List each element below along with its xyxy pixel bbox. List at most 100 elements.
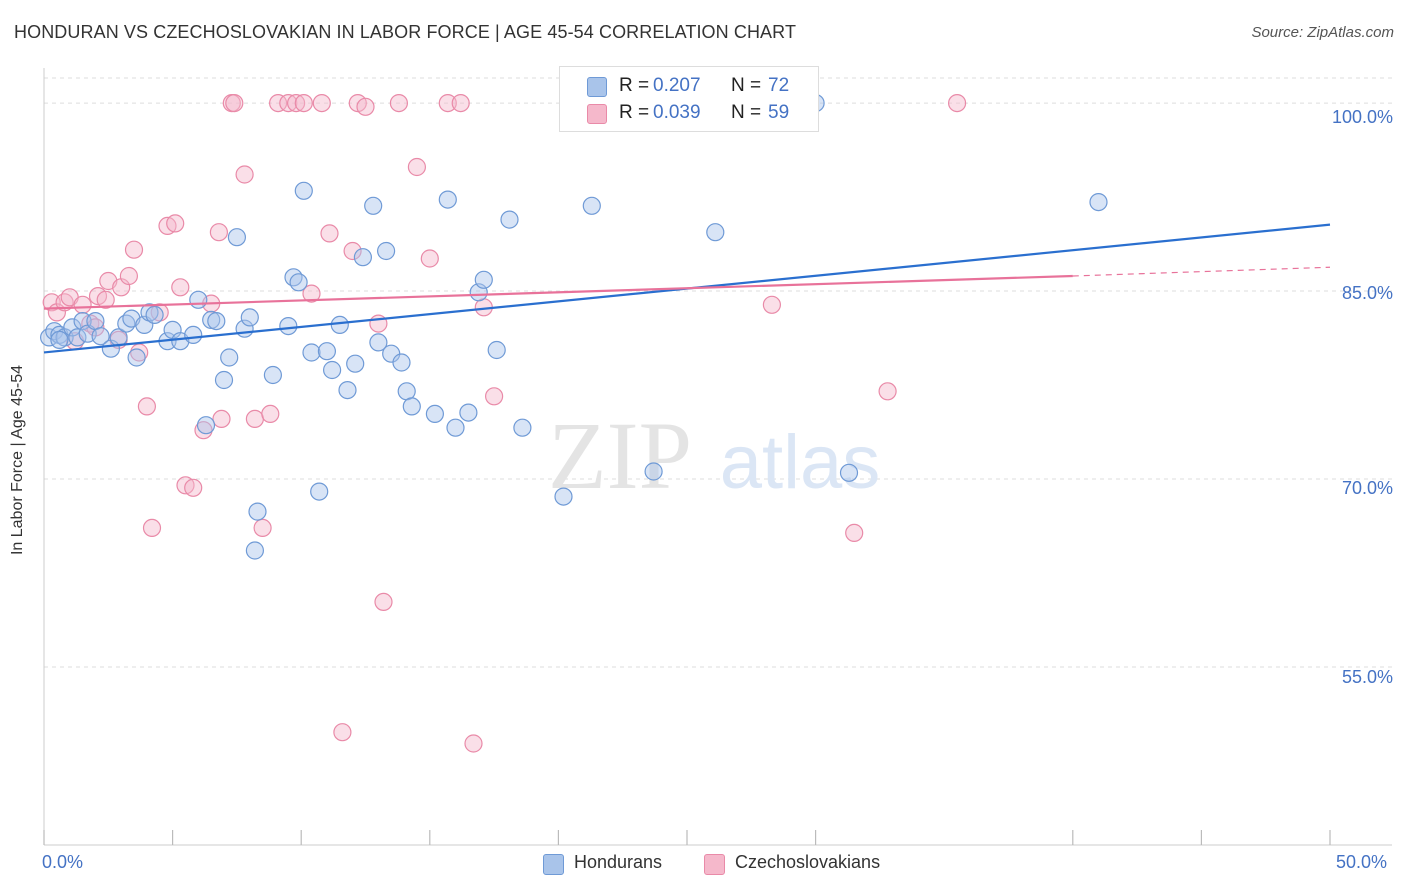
honduran-point: [117, 314, 136, 333]
honduran-point: [317, 342, 336, 361]
czechoslovakian-point: [194, 421, 213, 440]
legend-r-label: R =: [619, 75, 650, 96]
czechoslovakian-point: [253, 518, 272, 538]
axes: [43, 68, 1392, 846]
czechoslovakian-point: [878, 382, 897, 401]
honduran-point: [196, 416, 216, 435]
honduran-point: [369, 333, 388, 352]
hondurans-points: [39, 93, 1108, 560]
y-tick-labels: 100.0% 85.0% 70.0% 55.0%: [1332, 107, 1393, 687]
honduran-point: [446, 418, 465, 437]
bottom-legend-swatch-blue: [543, 854, 564, 875]
honduran-point: [397, 382, 416, 401]
czechoslovakian-point: [389, 93, 408, 113]
czechoslovakian-point: [73, 295, 92, 314]
legend-n-value: 59: [768, 102, 790, 123]
honduran-point: [644, 462, 663, 481]
y-tick-label: 100.0%: [1332, 107, 1393, 127]
honduran-point: [330, 315, 349, 334]
watermark-zip: ZIP: [548, 402, 692, 509]
trend-lines: [43, 223, 1331, 354]
czechoslovakian-point: [302, 284, 321, 303]
honduran-point: [353, 248, 372, 267]
czechoslovakian-point: [287, 93, 306, 113]
honduran-point: [377, 241, 396, 261]
honduran-point: [214, 370, 234, 390]
czechoslovakian-point: [124, 240, 144, 259]
czechoslovakian-point: [212, 409, 231, 428]
honduran-point: [310, 482, 329, 501]
legend-r-value: 0.207: [653, 75, 701, 96]
czechoslovakian-point: [137, 397, 156, 416]
czechoslovakian-point: [312, 93, 331, 113]
czechoslovakian-point: [55, 293, 74, 312]
czechoslovakian-point: [269, 93, 288, 113]
honduran-point: [302, 343, 321, 362]
honduran-point: [500, 210, 519, 229]
y-axis-label-text: In Labor Force | Age 45-54: [9, 364, 26, 556]
czechoslovakian-point: [245, 409, 264, 428]
honduran-point: [86, 312, 105, 331]
honduran-point: [240, 308, 259, 327]
honduran-point: [706, 223, 725, 242]
bottom-legend-label: Czechoslovakians: [735, 852, 881, 872]
czechoslovakian-point: [235, 165, 254, 184]
czechoslovakian-point: [42, 293, 61, 312]
czechoslovakian-point: [184, 478, 203, 497]
source-label: Source: ZipAtlas.com: [1251, 24, 1394, 41]
correlation-legend: R = 0.207 N = 72 R = 0.039 N = 59: [559, 66, 819, 132]
legend-n-value: 72: [768, 75, 790, 96]
czechoslovakian-point: [407, 157, 426, 177]
czechoslovakian-point: [845, 523, 864, 543]
czechoslovakian-point: [451, 93, 470, 113]
honduran-point: [63, 318, 82, 337]
honduran-point: [364, 196, 383, 215]
legend-swatch-blue: [587, 77, 607, 97]
czechoslovakian-point: [320, 224, 339, 243]
honduran-point: [263, 365, 282, 385]
honduran-point: [50, 330, 69, 349]
honduran-point: [438, 190, 457, 209]
honduran-point: [68, 328, 87, 347]
honduran-point: [554, 487, 573, 506]
honduran-point: [294, 181, 313, 200]
honduran-point: [582, 196, 601, 215]
honduran-point: [127, 348, 146, 367]
honduran-point: [392, 353, 411, 372]
honduran-point: [839, 463, 859, 482]
bottom-legend-swatch-pink: [704, 854, 725, 875]
honduran-point: [513, 418, 532, 437]
x-tick-label-max: 50.0%: [1336, 852, 1388, 872]
honduran-point: [284, 268, 303, 287]
czechoslovakian-point: [438, 93, 457, 113]
y-tick-label: 70.0%: [1342, 478, 1393, 498]
czechoslovakian-point: [333, 723, 352, 742]
czechoslovakian-point: [209, 223, 228, 242]
honduran-point: [145, 305, 164, 324]
czechoslovakian-point: [225, 93, 244, 113]
legend-n-label: N =: [731, 102, 762, 123]
y-tick-label: 55.0%: [1342, 667, 1393, 687]
honduran-point: [1089, 193, 1108, 212]
czechoslovakian-point: [947, 93, 967, 113]
bottom-legend-label: Hondurans: [574, 852, 663, 872]
czechoslovakians-trend-line: [43, 274, 1073, 310]
legend-n-label: N =: [731, 75, 762, 96]
y-tick-label: 85.0%: [1342, 283, 1393, 303]
czechoslovakian-point: [294, 93, 313, 113]
honduran-point: [459, 403, 478, 422]
czechoslovakian-point: [464, 734, 483, 753]
honduran-point: [474, 270, 493, 289]
honduran-point: [279, 317, 298, 336]
czechoslovakian-point: [343, 241, 362, 261]
honduran-point: [189, 290, 208, 309]
honduran-point: [91, 327, 110, 346]
watermark: ZIP atlas: [548, 402, 880, 509]
czechoslovakian-point: [96, 290, 115, 309]
czechoslovakian-point: [142, 518, 162, 538]
czechoslovakian-point: [279, 93, 298, 113]
czechoslovakians-points: [42, 93, 967, 753]
honduran-point: [220, 348, 239, 367]
honduran-point: [338, 381, 357, 400]
